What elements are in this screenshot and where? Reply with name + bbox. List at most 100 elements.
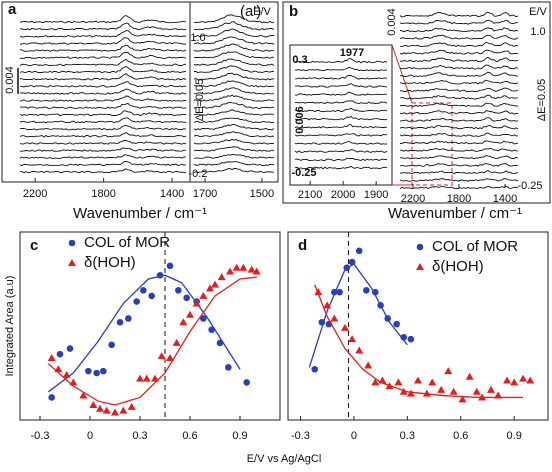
- spectrum-trace: [399, 94, 519, 100]
- spectrum-trace: [193, 87, 274, 95]
- spectrum-trace: [295, 107, 388, 113]
- panel-b-frame: [282, 1, 551, 204]
- data-point: [79, 391, 88, 399]
- data-point: [166, 262, 174, 270]
- spectrum-trace: [20, 168, 187, 174]
- x-tick-label: 0.6: [453, 430, 468, 442]
- data-point: [371, 288, 379, 296]
- spectrum-trace: [399, 147, 519, 152]
- data-point: [47, 353, 56, 361]
- inset-annotation: 0.3: [292, 54, 307, 66]
- x-tick-label: 2200: [23, 188, 47, 200]
- data-point: [323, 301, 332, 309]
- spectrum-trace: [193, 109, 275, 116]
- spectrum-trace: [19, 102, 187, 109]
- legend-label: COL of MOR: [84, 234, 170, 251]
- spectrum-trace: [193, 58, 275, 67]
- data-point: [216, 339, 224, 347]
- spectrum-trace: [399, 42, 519, 48]
- annotation: E/V: [253, 6, 271, 18]
- inset-annotation: 1977: [340, 47, 364, 59]
- data-point: [355, 247, 363, 255]
- spectrum-trace: [400, 163, 519, 167]
- spectrum-trace: [294, 115, 388, 121]
- data-point: [414, 376, 422, 384]
- spectrum-trace: [19, 15, 187, 24]
- data-point: [437, 385, 446, 393]
- inset-x-tick-label: 2000: [331, 189, 355, 201]
- x-tick-label: 0.3: [132, 430, 147, 442]
- data-point: [48, 394, 55, 401]
- spectrum-trace: [399, 110, 519, 115]
- legend-label: δ(HOH): [84, 254, 136, 271]
- spectrum-trace: [399, 56, 519, 63]
- legend-marker: [416, 263, 424, 270]
- panel-label: c: [30, 237, 38, 254]
- data-point: [206, 284, 214, 292]
- data-point: [472, 387, 481, 395]
- x-axis-title: Wavenumber / cm⁻¹: [388, 205, 522, 222]
- data-point: [85, 367, 92, 375]
- spectrum-trace: [193, 72, 275, 81]
- data-point: [428, 378, 437, 386]
- x-tick-label: 1400: [493, 193, 517, 205]
- data-point: [211, 280, 219, 288]
- spectrum-trace: [294, 157, 388, 162]
- data-point: [62, 370, 71, 378]
- data-point: [199, 291, 208, 299]
- data-point: [127, 402, 136, 410]
- annotation: ΔE=0.05: [194, 79, 206, 122]
- annotation: -0.25: [517, 180, 542, 192]
- x-axis-title: Wavenumber / cm⁻¹: [73, 205, 207, 222]
- panel-d-frame: [287, 231, 549, 421]
- legend-label: δ(HOH): [432, 258, 484, 275]
- data-point: [157, 352, 166, 360]
- inset-annotation: -0.25: [291, 167, 316, 179]
- spectrum-trace: [294, 133, 388, 137]
- spectrum-trace: [193, 14, 275, 24]
- data-point: [217, 273, 226, 281]
- zoom-region: [411, 102, 453, 186]
- spectrum-trace: [19, 22, 187, 31]
- data-point: [449, 387, 458, 395]
- x-tick-label: -0.3: [31, 430, 50, 442]
- spectrum-trace: [19, 160, 187, 167]
- spectrum-trace: [193, 138, 275, 145]
- spectrum-trace: [399, 71, 518, 78]
- x-tick-label: 0.9: [232, 430, 247, 442]
- spectrum-trace: [19, 65, 187, 74]
- spectrum-trace: [19, 154, 187, 159]
- spectrum-trace: [399, 140, 519, 145]
- spectrum-trace: [294, 149, 388, 153]
- data-point: [172, 338, 181, 346]
- annotation: 0.004: [386, 8, 398, 36]
- panel-label: d: [298, 237, 307, 254]
- spectrum-trace: [19, 58, 187, 67]
- data-point: [148, 292, 155, 300]
- spectrum-trace: [294, 124, 388, 129]
- spectrum-trace: [20, 81, 187, 88]
- spectrum-trace: [399, 178, 519, 182]
- data-point: [340, 323, 349, 331]
- data-point: [494, 391, 503, 399]
- y-axis-title: Integrated Area (a.u): [4, 276, 16, 377]
- spectrum-trace: [294, 140, 388, 145]
- annotation: ΔE=0.05: [536, 79, 548, 122]
- spectrum-trace: [294, 75, 388, 80]
- spectrum-trace: [399, 132, 519, 137]
- data-point: [89, 400, 98, 408]
- spectrum-trace: [193, 168, 275, 174]
- data-point: [156, 271, 164, 279]
- data-point: [371, 378, 380, 386]
- data-point: [393, 320, 400, 328]
- data-point: [192, 299, 201, 307]
- data-point: [179, 318, 188, 326]
- spectrum-trace: [193, 94, 275, 102]
- spectrum-trace: [20, 147, 187, 152]
- spectrum-trace: [19, 131, 187, 138]
- inset-x-tick-label: 2100: [298, 189, 322, 201]
- x-axis-title: E/V vs Ag/AgCl: [247, 453, 322, 465]
- data-point: [314, 288, 323, 296]
- spectrum-trace: [20, 125, 187, 131]
- data-point: [318, 318, 326, 326]
